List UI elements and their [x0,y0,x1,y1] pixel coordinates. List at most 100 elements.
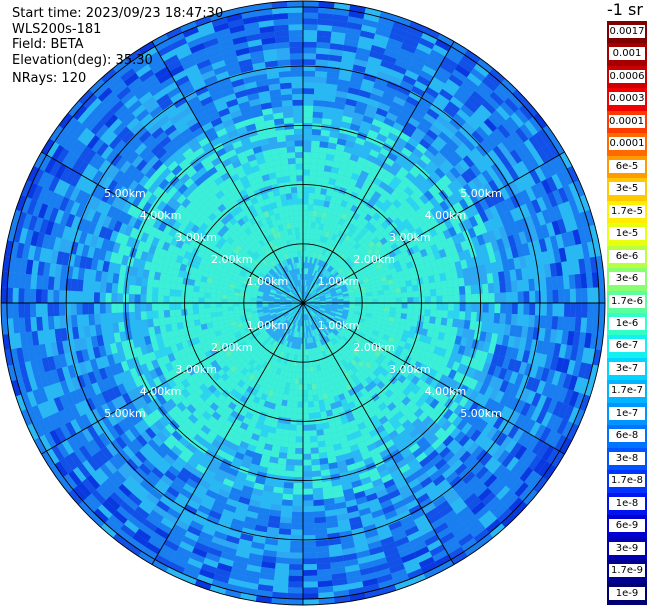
range-gate-cell [405,96,420,107]
range-gate-cell [318,1,335,9]
range-gate-cell [198,297,205,303]
range-gate-cell [338,132,349,141]
range-gate-cell [221,298,228,303]
range-gate-cell [388,75,403,86]
range-gate-cell [70,290,77,303]
range-gate-cell [169,289,176,297]
range-gate-cell [193,285,200,293]
range-gate-cell [320,463,330,471]
range-gate-cell [293,389,299,396]
range-gate-cell [82,303,89,315]
range-gate-cell [325,281,332,286]
range-gate-cell [319,194,326,201]
range-gate-cell [303,459,312,466]
range-gate-cell [425,246,434,256]
range-gate-cell [175,315,183,323]
range-gate-cell [299,366,303,373]
range-gate-cell [464,285,472,295]
range-gate-cell [357,41,373,51]
range-gate-cell [135,276,143,286]
range-gate-cell [284,412,292,419]
range-gate-cell [382,241,391,250]
range-gate-cell [557,275,564,290]
range-gate-cell [319,260,325,267]
range-gate-cell [314,522,327,530]
range-gate-cell [395,116,408,127]
range-gate-cell [562,216,573,233]
range-gate-cell [275,428,283,435]
range-gate-cell [581,242,590,259]
range-gate-cell [378,245,386,253]
range-gate-cell [446,139,460,152]
range-gate-cell [462,121,476,135]
range-gate-cell [350,256,358,263]
range-gate-cell [395,90,409,102]
range-gate-cell [134,311,142,321]
range-gate-cell [457,319,465,329]
range-gate-cell [328,178,337,186]
range-gate-cell [428,227,438,238]
range-gate-cell [557,218,567,234]
range-gate-cell [308,407,315,414]
range-gate-cell [494,215,504,229]
range-gate-cell [76,279,84,292]
range-gate-cell [488,132,502,146]
range-gate-cell [316,288,322,293]
range-gate-cell [42,275,49,290]
range-gate-cell [535,252,544,266]
range-gate-cell [438,163,450,175]
range-gate-cell [479,264,487,275]
range-gate-cell [431,156,443,168]
range-gate-cell [307,295,313,300]
range-gate-cell [366,292,373,297]
range-gate-cell [306,274,309,281]
range-gate-cell [520,189,532,204]
range-gate-cell [435,310,443,318]
range-gate-cell [510,313,518,326]
range-gate-cell [506,303,513,314]
range-gate-cell [454,163,466,176]
range-gate-cell [473,63,490,78]
range-gate-cell [140,311,148,320]
range-gate-cell [323,270,329,276]
range-gate-cell [378,65,393,76]
range-gate-cell [311,470,322,477]
range-gate-cell [470,68,486,82]
range-gate-cell [440,239,450,249]
range-gate-cell [380,276,388,282]
range-gate-cell [418,233,428,243]
range-gate-cell [446,254,455,264]
range-gate-cell [324,249,330,257]
range-gate-cell [337,251,344,258]
range-gate-cell [307,251,312,258]
range-gate-cell [429,217,439,228]
range-gate-cell [303,53,317,60]
range-gate-cell [363,13,380,23]
range-gate-cell [546,176,558,192]
range-gate-cell [493,282,501,293]
range-gate-cell [383,253,391,261]
range-gate-cell [540,224,550,239]
range-gate-cell [446,318,454,327]
range-gate-cell [365,134,377,144]
range-gate-cell [539,277,547,291]
range-gate-cell [393,217,403,227]
range-gate-cell [353,288,360,293]
range-gate-cell [392,277,400,284]
range-gate-cell [454,64,471,78]
range-gate-cell [328,287,335,292]
range-gate-cell [99,292,106,303]
range-gate-cell [307,268,311,275]
range-gate-cell [215,303,222,308]
range-gate-cell [333,108,345,116]
range-gate-cell [433,251,442,260]
range-gate-cell [409,58,425,71]
range-gate-cell [375,186,385,195]
range-gate-cell [564,303,571,317]
range-gate-cell [479,122,493,136]
range-gate-cell [335,198,343,206]
range-gate-cell [437,231,447,242]
range-gate-cell [278,410,286,418]
range-gate-cell [371,87,385,97]
range-gate-cell [210,293,217,299]
